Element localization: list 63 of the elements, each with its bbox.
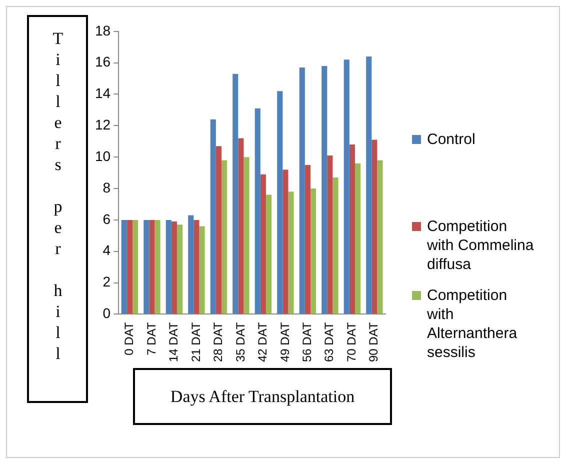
bar: [232, 74, 238, 314]
bar: [266, 194, 272, 314]
bar: [149, 220, 155, 314]
bar: [221, 160, 228, 314]
x-tick-label: 56 DAT: [300, 322, 314, 362]
y-tick-label: 12: [94, 116, 111, 133]
bar: [304, 164, 310, 314]
x-tick-label: 49 DAT: [278, 322, 292, 362]
bar: [372, 140, 378, 314]
bar: [332, 178, 338, 314]
y-tick-label: 0: [102, 305, 111, 322]
bar: [349, 144, 355, 314]
bar: [154, 220, 160, 314]
bar: [344, 60, 350, 314]
bar: [166, 220, 172, 314]
bar: [260, 174, 266, 314]
bar: [366, 56, 372, 314]
x-tick-label: 28 DAT: [211, 322, 226, 362]
bar: [282, 170, 288, 314]
x-axis-title: Days After Transplantation: [133, 368, 392, 425]
bar: [199, 226, 205, 314]
bar: [171, 222, 177, 314]
x-tick-label: 0 DAT: [122, 322, 136, 356]
bar: [277, 91, 283, 314]
bar: [310, 188, 316, 314]
x-tick-label: 42 DAT: [256, 322, 270, 362]
bar: [327, 156, 333, 314]
y-tick-label: 10: [94, 148, 111, 164]
bar: [354, 163, 361, 314]
bar: [377, 160, 383, 314]
bar: [254, 108, 260, 314]
x-tick-label: 70 DAT: [344, 322, 358, 362]
y-tick-label: 8: [102, 179, 111, 196]
bar: [194, 220, 200, 314]
bar: [322, 66, 328, 314]
bar: [238, 138, 244, 314]
y-tick-label: 4: [102, 242, 111, 258]
y-tick-label: 2: [102, 274, 111, 290]
y-axis-title: Tillers per hill: [48, 29, 68, 367]
bar: [188, 215, 194, 314]
bar: [288, 192, 294, 314]
y-tick-label: 18: [94, 22, 111, 38]
bar: [216, 146, 222, 314]
bar: [144, 220, 150, 314]
y-tick-label: 14: [94, 85, 111, 102]
bar: [244, 157, 250, 314]
x-tick-label: 21 DAT: [188, 322, 203, 362]
bar: [126, 220, 132, 314]
y-tick-label: 16: [94, 54, 111, 70]
legend-label: Competition with Commelina diffusa: [427, 217, 535, 274]
legend-label: Competition with Alternanthera sessilis: [427, 286, 518, 362]
x-tick-label: 63 DAT: [322, 322, 336, 362]
x-tick-label: 7 DAT: [144, 322, 158, 356]
x-tick-label: 14 DAT: [166, 322, 181, 362]
bar: [176, 224, 183, 314]
bar: [132, 220, 138, 314]
x-tick-label: 90 DAT: [366, 322, 381, 362]
bar: [299, 68, 305, 314]
x-tick-label: 35 DAT: [233, 322, 248, 362]
y-tick-label: 6: [102, 210, 111, 227]
bar: [210, 119, 216, 314]
legend-label: Control: [427, 130, 476, 149]
bar: [121, 220, 127, 314]
